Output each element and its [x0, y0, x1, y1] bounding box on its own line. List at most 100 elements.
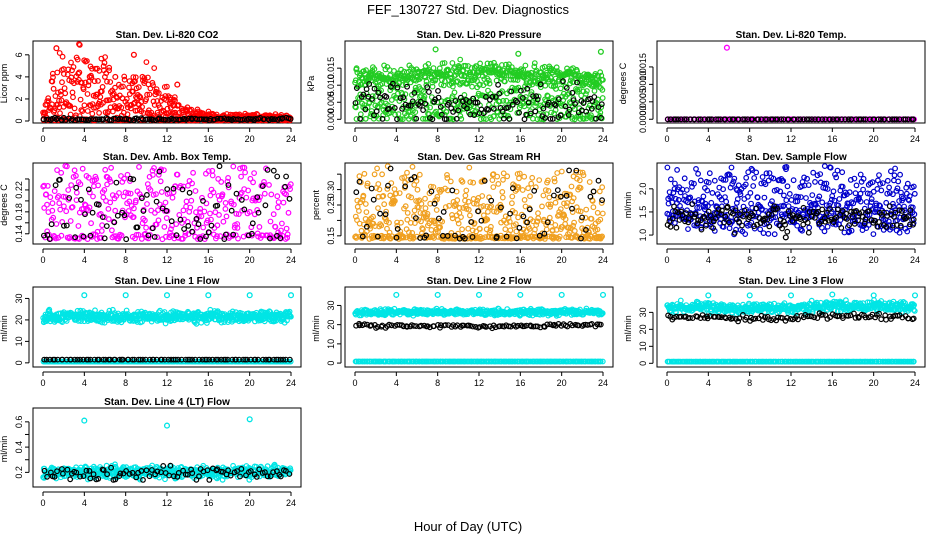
data-point — [562, 83, 569, 90]
data-point — [549, 78, 556, 85]
data-point — [68, 59, 74, 66]
data-point — [287, 181, 294, 188]
data-point — [420, 226, 426, 233]
data-point — [397, 116, 404, 122]
data-point — [449, 60, 456, 66]
data-point — [502, 226, 509, 233]
data-point — [558, 102, 565, 109]
data-point — [510, 87, 517, 94]
data-point — [449, 215, 456, 222]
y-axis: 0.150.250.30 — [326, 173, 342, 245]
data-point — [150, 98, 157, 105]
data-point — [509, 200, 515, 207]
data-point — [815, 116, 822, 123]
data-point — [454, 197, 461, 204]
y-tick-label: 30 — [14, 293, 24, 303]
data-point — [200, 197, 206, 204]
data-point — [422, 205, 429, 212]
data-point — [121, 212, 128, 219]
x-tick-label: 20 — [557, 255, 567, 265]
data-point — [512, 76, 519, 83]
data-point — [402, 203, 409, 210]
data-point — [56, 97, 62, 104]
data-point — [135, 231, 142, 238]
data-point — [130, 214, 137, 221]
data-point — [911, 190, 918, 197]
x-tick-label: 8 — [435, 255, 440, 265]
data-point — [409, 98, 416, 105]
x-tick-label: 24 — [598, 134, 608, 144]
data-point — [399, 116, 406, 123]
data-point — [58, 169, 65, 176]
data-point — [739, 222, 745, 229]
data-point — [819, 116, 826, 123]
data-point — [821, 228, 828, 235]
figure-title: FEF_130727 Std. Dev. Diagnostics — [367, 2, 570, 17]
data-point — [470, 179, 477, 186]
data-point — [591, 94, 598, 100]
data-point — [465, 206, 472, 213]
data-point — [246, 292, 253, 299]
data-point — [58, 97, 65, 104]
data-point — [586, 179, 593, 185]
data-point — [394, 116, 400, 123]
data-point — [65, 187, 72, 193]
data-point — [356, 78, 362, 85]
data-point — [597, 69, 604, 76]
data-point — [376, 186, 383, 193]
data-point — [392, 197, 398, 204]
data-point — [179, 186, 186, 193]
plot-frame — [344, 162, 614, 245]
data-point — [806, 116, 812, 123]
data-point — [521, 116, 528, 123]
data-point — [474, 84, 481, 91]
data-point — [380, 192, 387, 199]
data-point — [506, 218, 513, 225]
data-point — [812, 178, 818, 185]
x-tick-label: 16 — [203, 378, 213, 388]
data-point — [88, 74, 95, 81]
data-point — [800, 221, 807, 228]
data-point — [93, 176, 100, 182]
data-point — [96, 116, 103, 123]
data-point — [132, 197, 139, 204]
plot-frame — [32, 162, 302, 245]
data-point — [74, 56, 81, 63]
data-point — [75, 70, 82, 77]
data-point — [836, 196, 843, 202]
data-point — [513, 221, 519, 228]
data-point — [485, 77, 492, 84]
data-point — [73, 189, 80, 196]
data-point — [577, 116, 584, 122]
data-point — [266, 181, 272, 188]
data-point — [360, 192, 367, 199]
data-point — [358, 227, 365, 234]
x-tick-label: 8 — [123, 255, 128, 265]
data-point — [199, 194, 205, 201]
data-point — [417, 98, 424, 105]
data-point — [664, 116, 671, 123]
data-point — [138, 195, 145, 202]
data-points — [40, 292, 295, 365]
data-point — [52, 182, 59, 189]
data-point — [427, 104, 434, 111]
y-axis: 0.140.180.22 — [14, 178, 30, 243]
data-point — [548, 219, 555, 226]
data-point — [440, 82, 447, 89]
data-point — [728, 164, 735, 171]
data-point — [878, 116, 884, 123]
x-tick-label: 12 — [474, 255, 484, 265]
y-tick-label: 0.010 — [326, 74, 336, 97]
data-point — [732, 116, 739, 123]
data-point — [800, 116, 807, 123]
panel-ambbox: Stan. Dev. Amb. Box Temp.0 4 8 12 16 20 240.14… — [0, 152, 302, 265]
data-point — [520, 95, 526, 101]
data-point — [241, 116, 248, 122]
data-point — [371, 171, 378, 178]
data-point — [566, 167, 572, 174]
data-point — [455, 107, 462, 114]
data-point — [750, 183, 757, 189]
